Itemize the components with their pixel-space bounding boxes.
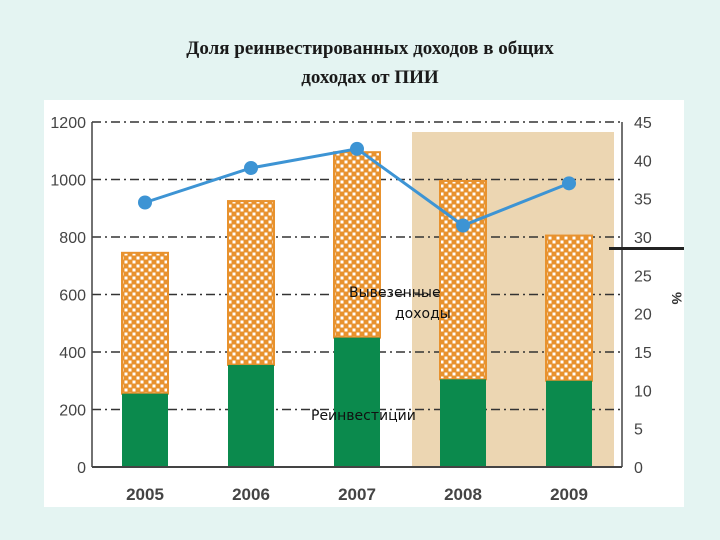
left-tick-label-600: 600 bbox=[59, 288, 86, 305]
page-title-line-2: доходах от ПИИ bbox=[301, 67, 439, 88]
bar-exported-2009 bbox=[545, 234, 593, 382]
left-tick-label-200: 200 bbox=[59, 403, 86, 420]
percent-point-2007 bbox=[350, 141, 364, 156]
left-tick-label-800: 800 bbox=[59, 230, 86, 247]
x-tick-label-2006: 2006 bbox=[232, 485, 270, 504]
x-tick-label-2008: 2008 bbox=[444, 485, 482, 504]
right-tick-label-20: 20 bbox=[634, 307, 652, 324]
annotation-exported-line-2: доходы bbox=[395, 306, 451, 322]
right-tick-label-5: 5 bbox=[634, 422, 643, 439]
bar-reinvest-2006 bbox=[228, 364, 274, 467]
percent-point-2009 bbox=[562, 176, 576, 191]
left-tick-label-400: 400 bbox=[59, 345, 86, 362]
x-tick-label-2007: 2007 bbox=[338, 485, 376, 504]
right-axis-label: % bbox=[669, 292, 684, 305]
bar-exported-2005 bbox=[121, 251, 169, 395]
right-tick-label-25: 25 bbox=[634, 268, 652, 285]
bar-exported-2008 bbox=[439, 179, 487, 381]
percent-point-2005 bbox=[138, 195, 152, 210]
annotation-exported-line-1: Вывезенные bbox=[349, 285, 441, 301]
x-tick-label-2005: 2005 bbox=[126, 485, 164, 504]
bar-exported-2007 bbox=[333, 151, 381, 339]
bar-reinvest-2005 bbox=[122, 393, 168, 467]
right-tick-label-35: 35 bbox=[634, 192, 652, 209]
page-title-line-1: Доля реинвестированных доходов в общих bbox=[186, 38, 554, 59]
percent-point-2006 bbox=[244, 161, 258, 175]
left-tick-label-1200: 1200 bbox=[50, 115, 86, 132]
right-tick-label-15: 15 bbox=[634, 345, 652, 362]
left-tick-label-1000: 1000 bbox=[50, 173, 86, 190]
bar-reinvest-2009 bbox=[546, 380, 592, 467]
right-tick-label-10: 10 bbox=[634, 383, 652, 400]
bar-exported-2006 bbox=[227, 200, 275, 366]
fdi-income-chart: 0 200 400 600 800 1000 1200 0 5 10 15 20 25 30 35 40 45 2… bbox=[44, 100, 684, 507]
right-tick-label-30: 30 bbox=[634, 230, 652, 247]
annotation-reinvest: Реинвестиции bbox=[311, 408, 416, 424]
right-tick-label-40: 40 bbox=[634, 153, 652, 170]
right-tick-label-0: 0 bbox=[634, 460, 643, 477]
bar-reinvest-2007 bbox=[334, 337, 380, 467]
x-tick-label-2009: 2009 bbox=[550, 485, 588, 504]
bar-reinvest-2008 bbox=[440, 379, 486, 467]
right-tick-label-45: 45 bbox=[634, 115, 652, 132]
left-tick-label-0: 0 bbox=[77, 460, 86, 477]
percent-point-2008 bbox=[456, 218, 470, 233]
page-title: Доля реинвестированных доходов в общих д… bbox=[110, 34, 630, 92]
